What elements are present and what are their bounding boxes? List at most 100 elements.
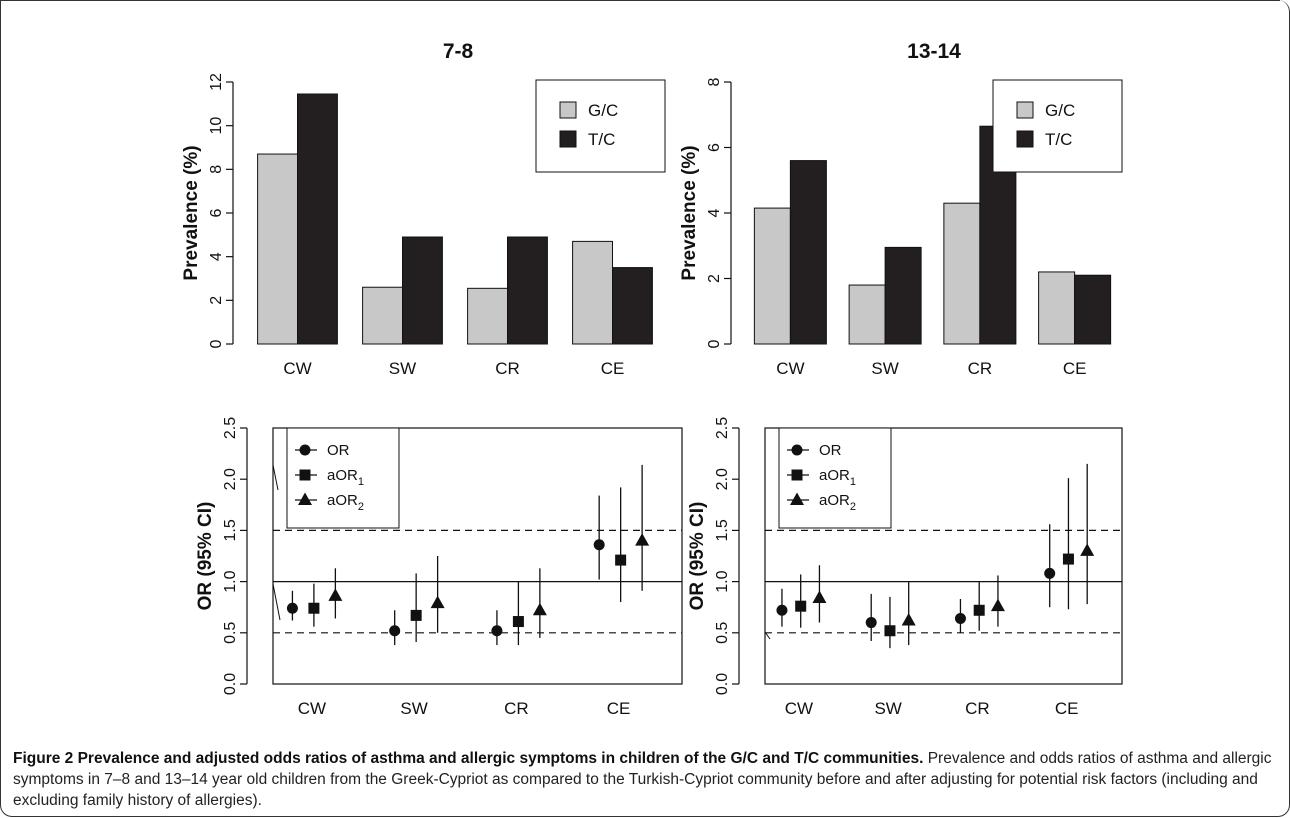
x-tick-label: CW — [776, 359, 804, 378]
bar-chart-bar-7-8: 7-8 0 2 4 6 8 10 12 Prevalence (%) CW SW CR CE G/C T/C — [181, 40, 666, 378]
point-OR-CR — [954, 612, 966, 624]
legend-swatch — [559, 101, 577, 119]
legend-subscript: 1 — [850, 476, 856, 488]
legend-box — [535, 79, 666, 173]
legend-label: T/C — [588, 130, 615, 149]
bar-GC-CE — [1038, 271, 1076, 345]
y-tick-label: 0.0 — [222, 673, 239, 695]
x-tick-label: CR — [965, 699, 990, 718]
chart-title: 13-14 — [907, 40, 961, 63]
y-tick-label: 12 — [208, 73, 225, 91]
legend-label: G/C — [1045, 101, 1075, 120]
x-tick-label: CE — [1055, 699, 1079, 718]
caption-text: Prevalence and odds ratios of asthma and… — [13, 750, 1272, 809]
point-aOR2-SW — [430, 595, 445, 609]
y-axis-title: OR (95% CI) — [687, 502, 708, 611]
point-aOR2-CW — [328, 588, 343, 601]
plot-box — [272, 427, 683, 685]
legend-marker — [299, 444, 311, 456]
x-tick-label: CE — [601, 359, 625, 378]
legend-swatch — [1016, 130, 1034, 148]
point-aOR1-SW — [410, 609, 422, 621]
point-OR-CE — [593, 539, 605, 551]
point-OR-CR — [491, 625, 503, 637]
point-aOR2-SW — [901, 613, 916, 626]
bar-GC-CW — [257, 153, 299, 345]
point-aOR2-CR — [990, 598, 1005, 612]
axis-break-mark — [764, 631, 771, 640]
legend-marker — [298, 492, 312, 505]
legend-label: G/C — [588, 101, 618, 120]
legend-label: OR — [327, 442, 350, 459]
point-aOR2-CE — [635, 533, 650, 546]
bar-GC-SW — [848, 284, 886, 345]
bar-GC-CR — [943, 202, 981, 345]
legend-swatch — [559, 130, 577, 148]
x-tick-label: CE — [1063, 359, 1087, 378]
bar-GC-CE — [572, 240, 613, 345]
x-tick-label: CE — [607, 699, 631, 718]
frame-top-rule — [0, 0, 1280, 1]
point-aOR1-CW — [308, 602, 320, 614]
legend-subscript: 2 — [850, 501, 856, 513]
legend-marker — [790, 492, 804, 505]
y-tick-label: 8 — [706, 77, 723, 86]
y-tick-label: 8 — [208, 165, 225, 174]
legend: OR aOR1 aOR2 — [286, 427, 400, 529]
y-axis-title: Prevalence (%) — [181, 145, 202, 280]
bar-TC-SW — [402, 236, 443, 345]
y-tick-label: 0.5 — [222, 622, 239, 644]
legend-label: aOR1 — [819, 467, 856, 488]
y-tick-label: 1.0 — [222, 570, 239, 592]
legend-label: OR — [819, 442, 842, 459]
legend-label: aOR2 — [327, 492, 364, 513]
bar-TC-CR — [507, 236, 548, 345]
legend-marker — [791, 469, 803, 481]
y-axis-title: OR (95% CI) — [195, 502, 216, 611]
plot-box — [764, 427, 1123, 685]
point-OR-CW — [776, 604, 788, 616]
point-OR-SW — [865, 617, 877, 629]
point-aOR1-CE — [615, 554, 627, 566]
y-tick-label: 0 — [208, 339, 225, 348]
caption-label: Figure 2 Prevalence and adjusted odds ra… — [13, 750, 924, 767]
or-chart-or-7-8: 0.0 0.5 1.0 1.5 2.0 2.5 OR (95% CI) CW SW CR CE OR a… — [195, 417, 683, 718]
legend-subscript: 1 — [358, 476, 364, 488]
y-tick-label: 2 — [208, 296, 225, 305]
x-tick-label: SW — [871, 359, 898, 378]
y-tick-label: 0.5 — [714, 622, 731, 644]
bar-GC-CW — [753, 207, 791, 345]
legend-box — [992, 79, 1123, 173]
point-aOR2-CR — [532, 602, 547, 616]
legend-label: T/C — [1045, 130, 1072, 149]
x-tick-label: CW — [785, 699, 813, 718]
legend-subscript: 2 — [358, 501, 364, 513]
y-tick-label: 10 — [208, 117, 225, 135]
y-tick-label: 6 — [706, 143, 723, 152]
point-aOR2-CW — [812, 590, 827, 603]
legend-marker — [791, 444, 803, 456]
point-OR-CE — [1044, 567, 1056, 579]
x-tick-label: CR — [495, 359, 520, 378]
bar-TC-SW — [884, 246, 922, 345]
x-tick-label: CW — [283, 359, 311, 378]
bar-GC-CR — [467, 287, 509, 345]
y-tick-label: 1.0 — [714, 570, 731, 592]
y-axis-title: Prevalence (%) — [679, 145, 700, 280]
x-tick-label: SW — [389, 359, 416, 378]
or-chart-or-13-14: 0.0 0.5 1.0 1.5 2.0 2.5 OR (95% CI) CW SW CR CE OR a… — [687, 417, 1123, 718]
y-tick-label: 2.0 — [714, 468, 731, 490]
legend: OR aOR1 aOR2 — [778, 427, 892, 529]
point-aOR1-SW — [884, 625, 896, 637]
y-tick-label: 4 — [208, 252, 225, 261]
bar-TC-CW — [789, 160, 827, 345]
y-tick-label: 6 — [208, 208, 225, 217]
x-tick-label: SW — [874, 699, 901, 718]
legend-label: aOR1 — [327, 467, 364, 488]
y-tick-label: 0.0 — [714, 673, 731, 695]
point-aOR1-CW — [795, 600, 807, 612]
x-tick-label: CR — [968, 359, 993, 378]
axis-break-mark — [272, 464, 279, 491]
